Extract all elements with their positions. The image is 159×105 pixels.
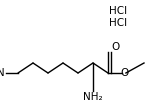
Text: NH₂: NH₂ xyxy=(83,92,103,102)
Text: HCl: HCl xyxy=(109,18,127,28)
Text: H₂N: H₂N xyxy=(0,68,5,78)
Text: HCl: HCl xyxy=(109,6,127,16)
Text: O: O xyxy=(111,42,119,52)
Text: O: O xyxy=(120,68,128,78)
